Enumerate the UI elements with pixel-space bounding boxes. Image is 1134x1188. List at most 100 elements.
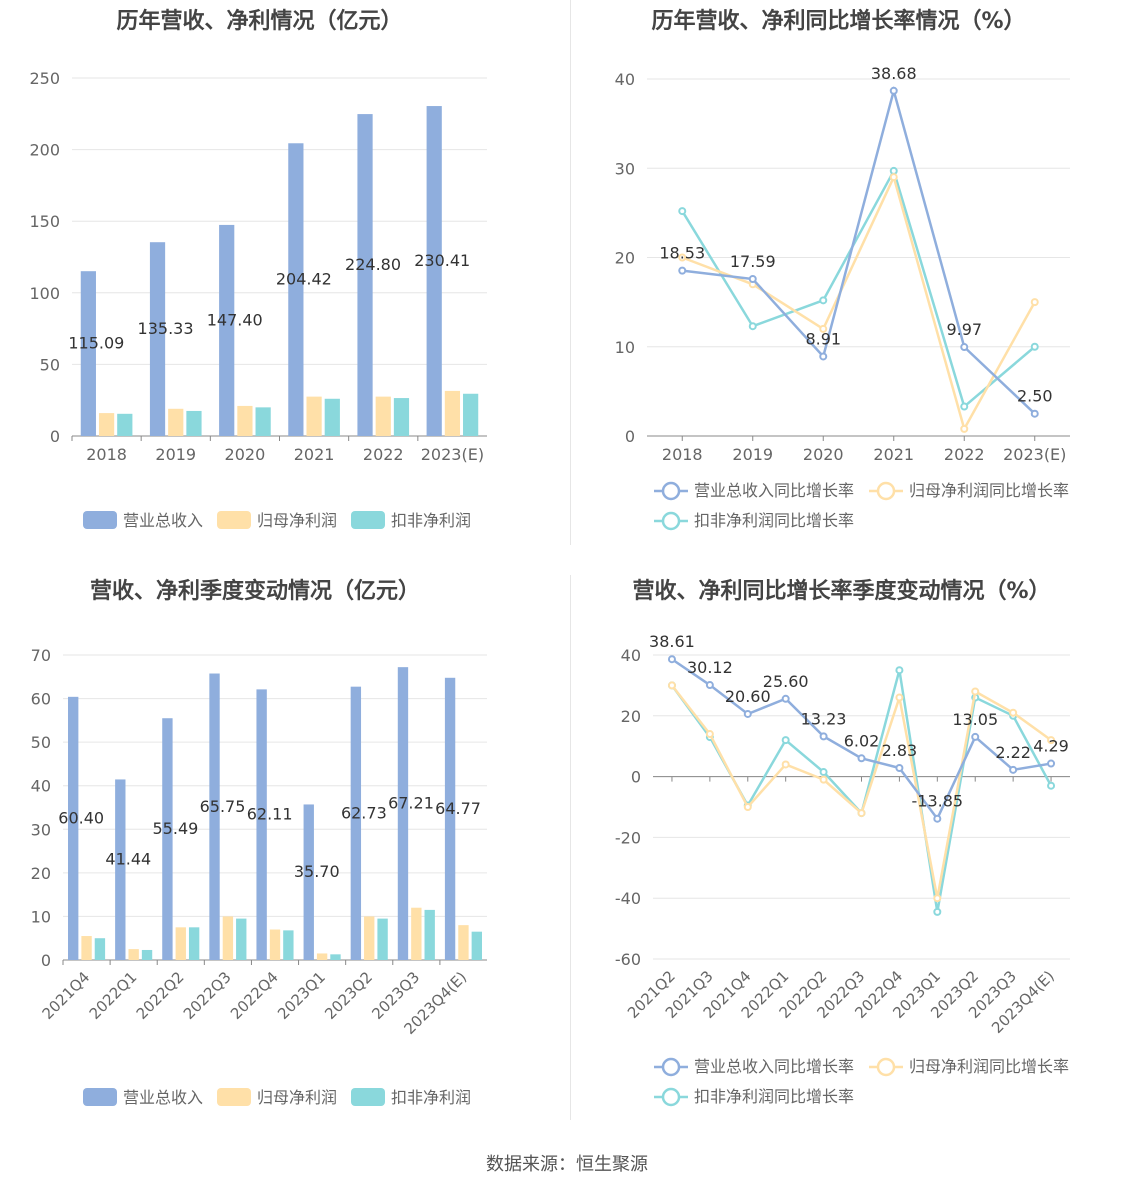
legend-swatch	[217, 1088, 251, 1106]
y-tick-label: 70	[31, 646, 51, 665]
data-point	[1047, 781, 1056, 790]
bar	[316, 953, 328, 960]
data-point	[933, 814, 942, 823]
bar	[364, 916, 375, 960]
chart-title: 历年营收、净利同比增长率情况（%）	[651, 8, 1025, 34]
y-tick-label: -40	[615, 889, 641, 908]
legend-swatch	[83, 1088, 117, 1106]
x-tick-label: 2019	[155, 445, 196, 464]
data-label: 30.12	[687, 658, 733, 677]
data-point	[960, 402, 969, 411]
legend-label: 扣非净利润	[391, 1088, 471, 1107]
legend-item: 归母净利润	[217, 511, 337, 530]
x-tick-label: 2021	[294, 445, 335, 464]
data-label: 38.61	[649, 632, 695, 651]
legend-item: 扣非净利润	[351, 1088, 471, 1107]
x-tick-label: 2022Q2	[133, 968, 188, 1023]
data-label: 135.33	[138, 319, 194, 338]
data-point	[1009, 708, 1018, 717]
y-tick-label: 0	[41, 951, 51, 970]
legend-marker	[876, 1057, 896, 1077]
y-tick-label: 60	[31, 690, 51, 709]
data-label: 67.21	[388, 794, 434, 813]
bar	[149, 242, 166, 436]
bar	[255, 407, 271, 436]
bar	[377, 918, 388, 960]
x-tick-label: 2018	[86, 445, 127, 464]
y-tick-label: 50	[31, 733, 51, 752]
data-point	[971, 732, 980, 741]
y-tick-label: 40	[621, 646, 641, 665]
bar	[81, 936, 92, 960]
legend-label: 营业总收入	[123, 1088, 203, 1107]
data-point	[819, 732, 828, 741]
quarterly-growth-rate-chart: 营收、净利同比增长率季度变动情况（%）-60-40-20020402021Q22…	[615, 578, 1070, 1107]
data-point	[819, 296, 828, 305]
bar	[288, 143, 304, 436]
y-tick-label: -60	[615, 950, 641, 969]
legend-swatch	[217, 511, 251, 529]
y-tick-label: 0	[625, 427, 635, 446]
bar	[141, 949, 153, 960]
data-label: 204.42	[276, 270, 332, 289]
y-tick-label: 150	[29, 212, 60, 231]
legend-label: 营业总收入	[123, 511, 203, 530]
data-point	[743, 803, 752, 811]
data-point	[1030, 298, 1039, 307]
bar	[303, 804, 314, 960]
data-label: 2.50	[1017, 387, 1053, 406]
legend-marker	[661, 481, 681, 501]
legend-swatch	[351, 511, 385, 529]
data-label: 13.23	[801, 709, 847, 728]
y-tick-label: 40	[615, 70, 635, 89]
bar	[162, 718, 173, 960]
data-point	[1030, 409, 1039, 418]
data-point	[748, 322, 757, 331]
x-tick-label: 2018	[662, 445, 703, 464]
data-point	[895, 693, 904, 702]
data-point	[678, 253, 687, 262]
y-tick-label: 20	[31, 864, 51, 883]
data-label: 35.70	[294, 862, 340, 881]
legend-label: 营业总收入同比增长率	[694, 1057, 854, 1076]
bar	[393, 398, 410, 436]
x-tick-label: 2022	[363, 445, 404, 464]
x-tick-label: 2021	[873, 445, 914, 464]
x-tick-label: 2020	[803, 445, 844, 464]
x-tick-label: 2023(E)	[1003, 445, 1066, 464]
legend-label: 归母净利润	[257, 511, 337, 530]
data-point	[1047, 759, 1056, 768]
data-point	[678, 207, 687, 216]
data-point	[819, 768, 828, 777]
data-label: 8.91	[805, 329, 841, 348]
legend-swatch	[351, 1088, 385, 1106]
bar	[330, 954, 341, 960]
data-point	[857, 809, 866, 818]
bar	[463, 393, 479, 436]
chart-title: 营收、净利季度变动情况（亿元）	[90, 578, 420, 604]
annual-revenue-profit-chart: 历年营收、净利情况（亿元） 0 50 100 150 200 250 2018 2019 2020…	[29, 8, 487, 530]
legend-label: 扣非净利润	[391, 511, 471, 530]
series-line	[681, 173, 1036, 433]
y-tick-label: 10	[615, 338, 635, 357]
x-tick-label: 2022	[944, 445, 985, 464]
data-point	[857, 754, 866, 763]
bar	[283, 930, 294, 960]
data-label: 4.29	[1033, 737, 1069, 756]
legend-marker	[876, 481, 896, 501]
y-tick-label: 250	[29, 69, 60, 88]
legend-label: 归母净利润同比增长率	[909, 1057, 1069, 1076]
data-point	[889, 86, 898, 95]
x-tick-label: 2022Q3	[180, 968, 235, 1023]
bar	[237, 405, 253, 436]
bar	[424, 909, 435, 960]
data-label: 20.60	[725, 687, 771, 706]
legend-marker	[661, 1057, 681, 1077]
data-label: 55.49	[153, 819, 199, 838]
data-label: 224.80	[345, 255, 401, 274]
x-tick-label: 2023(E)	[421, 445, 484, 464]
bar	[426, 106, 442, 436]
bar	[115, 779, 126, 960]
data-point	[933, 894, 942, 903]
chart-title: 营收、净利同比增长率季度变动情况（%）	[632, 578, 1050, 604]
